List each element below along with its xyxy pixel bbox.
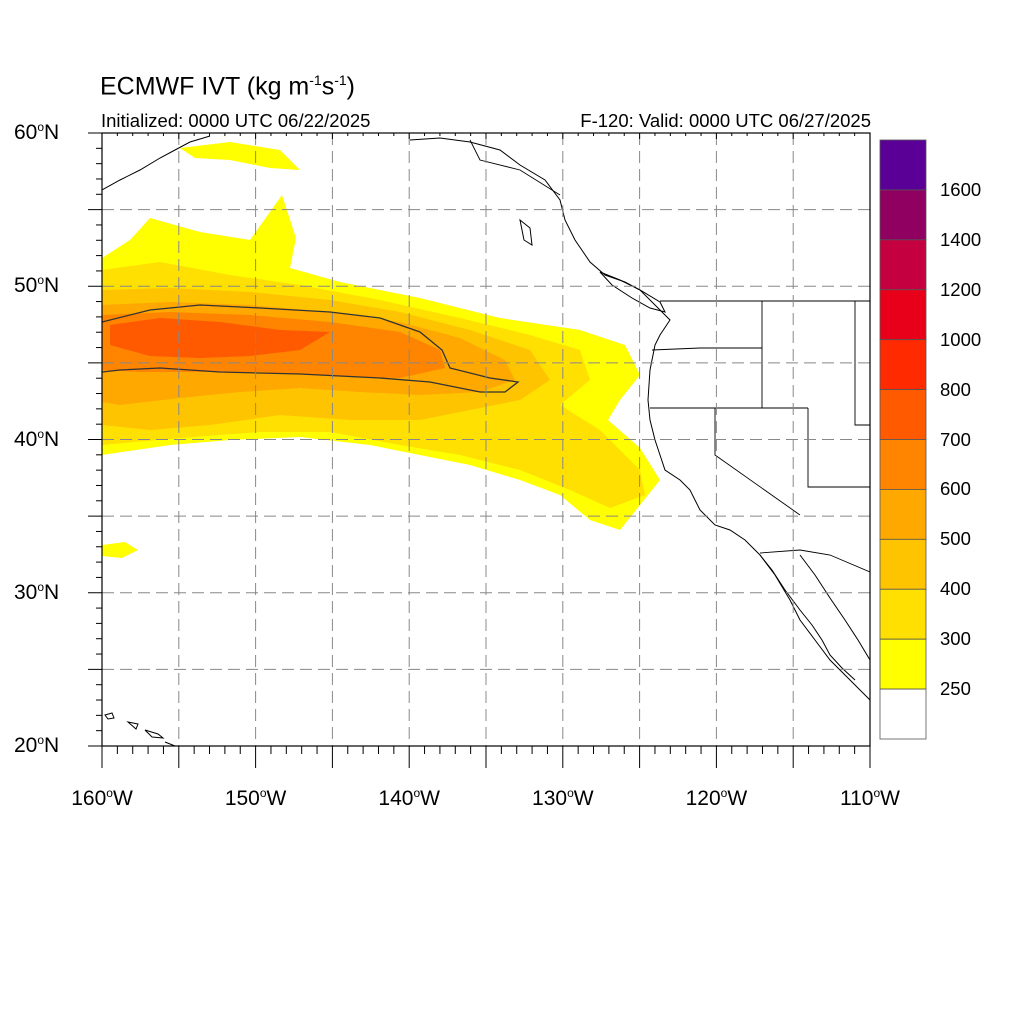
colorbar-swatch [879, 439, 927, 490]
colorbar-label: 700 [940, 428, 971, 450]
political-borders [469, 139, 870, 573]
colorbar-swatch [879, 339, 927, 390]
latitude-label: 30oN [14, 579, 60, 604]
washington-oregon-border [651, 347, 762, 351]
colorbar-label: 300 [940, 628, 971, 650]
colorbar-swatch [879, 489, 927, 540]
colorbar-swatch [879, 239, 927, 291]
map-ticks [88, 132, 871, 768]
colorbar-label: 1600 [940, 178, 982, 200]
colorbar-label: 500 [940, 528, 971, 550]
nevada-utah-border [807, 408, 870, 488]
colorbar-swatch [879, 538, 927, 590]
longitude-label: 160oW [71, 786, 133, 810]
longitude-label: 110oW [840, 786, 900, 810]
colorbar [879, 139, 927, 740]
north-america-coastline [409, 137, 870, 701]
colorbar-label: 800 [940, 378, 971, 400]
colorbar-label: 600 [940, 478, 971, 500]
alaska-coastline [102, 135, 211, 191]
longitude-label: 140oW [378, 786, 440, 810]
colorbar-label: 1400 [940, 228, 982, 250]
ivt-contour-line [102, 304, 520, 393]
longitude-label: 120oW [685, 786, 748, 810]
montana-border [854, 301, 870, 426]
latitude-label: 40oN [14, 426, 60, 451]
longitude-label: 150oW [224, 786, 287, 810]
colorbar-swatch [879, 139, 927, 191]
latitude-label: 20oN [14, 733, 60, 757]
colorbar-swatch [879, 289, 927, 341]
colorbar-swatch [879, 389, 927, 440]
colorbar-label: 1200 [940, 278, 982, 300]
longitude-label: 130oW [532, 786, 594, 810]
valid-time: F-120: Valid: 0000 UTC 06/27/2025 [580, 110, 871, 131]
colorbar-label: 400 [940, 578, 971, 600]
alaska-canada-border [469, 139, 561, 196]
ivt-band-700 [110, 318, 330, 358]
map-title: ECMWF IVT (kg m-1s-1) [100, 72, 355, 101]
haida-gwaii [519, 218, 533, 246]
latitude-label: 50oN [14, 273, 60, 298]
initialized-time: Initialized: 0000 UTC 06/22/2025 [101, 110, 371, 131]
colorbar-swatch [879, 638, 927, 690]
coastlines [102, 135, 870, 746]
colorbar-swatch [879, 189, 927, 241]
colorbar-swatch [879, 688, 927, 740]
colorbar-label: 1000 [940, 328, 982, 350]
latitude-label: 60oN [14, 120, 60, 144]
california-nevada-border [714, 408, 801, 516]
baja-california-coastline [759, 554, 856, 681]
gulf-of-california-coastline [799, 554, 870, 661]
us-mexico-border [759, 549, 870, 573]
colorbar-label: 250 [940, 678, 971, 700]
ivt-shading [102, 142, 660, 558]
ivt-band-250-north [180, 142, 300, 170]
colorbar-swatch [879, 588, 927, 640]
hawaii-islands [104, 712, 176, 746]
ivt-band-250-south [102, 542, 138, 558]
vancouver-island [599, 271, 666, 313]
map-grid [102, 133, 870, 746]
